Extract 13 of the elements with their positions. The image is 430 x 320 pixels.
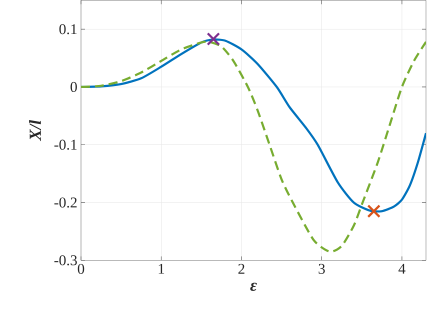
y-tick-label: -0.2 [54,197,77,208]
x-tick-label: 2 [238,264,244,274]
line-series [81,40,426,253]
y-axis-title: X/l [29,120,42,141]
y-tick-label: 0.1 [59,24,77,34]
x-tick-label: 3 [318,264,325,274]
x-tick-label: 1 [158,264,164,274]
x-axis-title: ε [250,282,257,291]
y-tick-label: -0.1 [54,140,77,150]
y-tick-label: 0 [70,82,77,92]
y-tick-label: -0.3 [54,255,77,266]
x-tick-label: 4 [398,264,406,274]
x-tick-label: 0 [78,264,84,274]
